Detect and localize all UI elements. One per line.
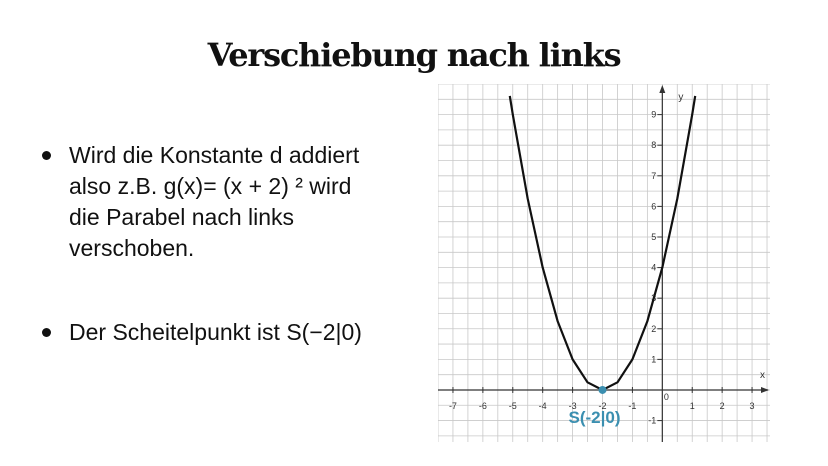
y-tick-label: 4	[651, 263, 656, 273]
y-tick-label: -1	[648, 416, 656, 426]
y-tick-label: 9	[651, 110, 656, 120]
slide-title: Verschiebung nach links	[207, 36, 622, 74]
x-tick-label: -4	[539, 401, 547, 411]
y-tick-label: 7	[651, 171, 656, 181]
y-tick-label: 2	[651, 324, 656, 334]
x-tick-label: -7	[449, 401, 457, 411]
bullet-text: Der Scheitelpunkt ist S(−2|0)	[69, 319, 362, 345]
x-tick-label: 1	[690, 401, 695, 411]
x-tick-label: -5	[509, 401, 517, 411]
x-tick-label: 0	[664, 392, 669, 402]
vertex-label: S(-2|0)	[569, 408, 621, 427]
y-tick-label: 8	[651, 140, 656, 150]
vertex-point	[598, 385, 607, 394]
y-tick-label: 5	[651, 232, 656, 242]
x-tick-label: -2	[598, 401, 606, 411]
x-axis-arrow-icon	[761, 386, 769, 393]
y-axis-label: y	[678, 92, 683, 103]
x-axis-label: x	[760, 370, 765, 381]
bullet-dot-icon	[42, 151, 51, 160]
grid	[438, 84, 770, 442]
x-tick-label: -1	[628, 401, 636, 411]
x-tick-label: 2	[720, 401, 725, 411]
y-axis-arrow-icon	[659, 85, 666, 93]
y-tick-label: 1	[651, 354, 656, 364]
x-tick-label: -3	[569, 401, 577, 411]
y-tick-label: 6	[651, 201, 656, 211]
x-tick-label: 3	[750, 401, 755, 411]
bullet-text: Wird die Konstante d addiert also z.B. g…	[69, 142, 360, 261]
bullet-dot-icon	[42, 328, 51, 337]
x-tick-label: -6	[479, 401, 487, 411]
